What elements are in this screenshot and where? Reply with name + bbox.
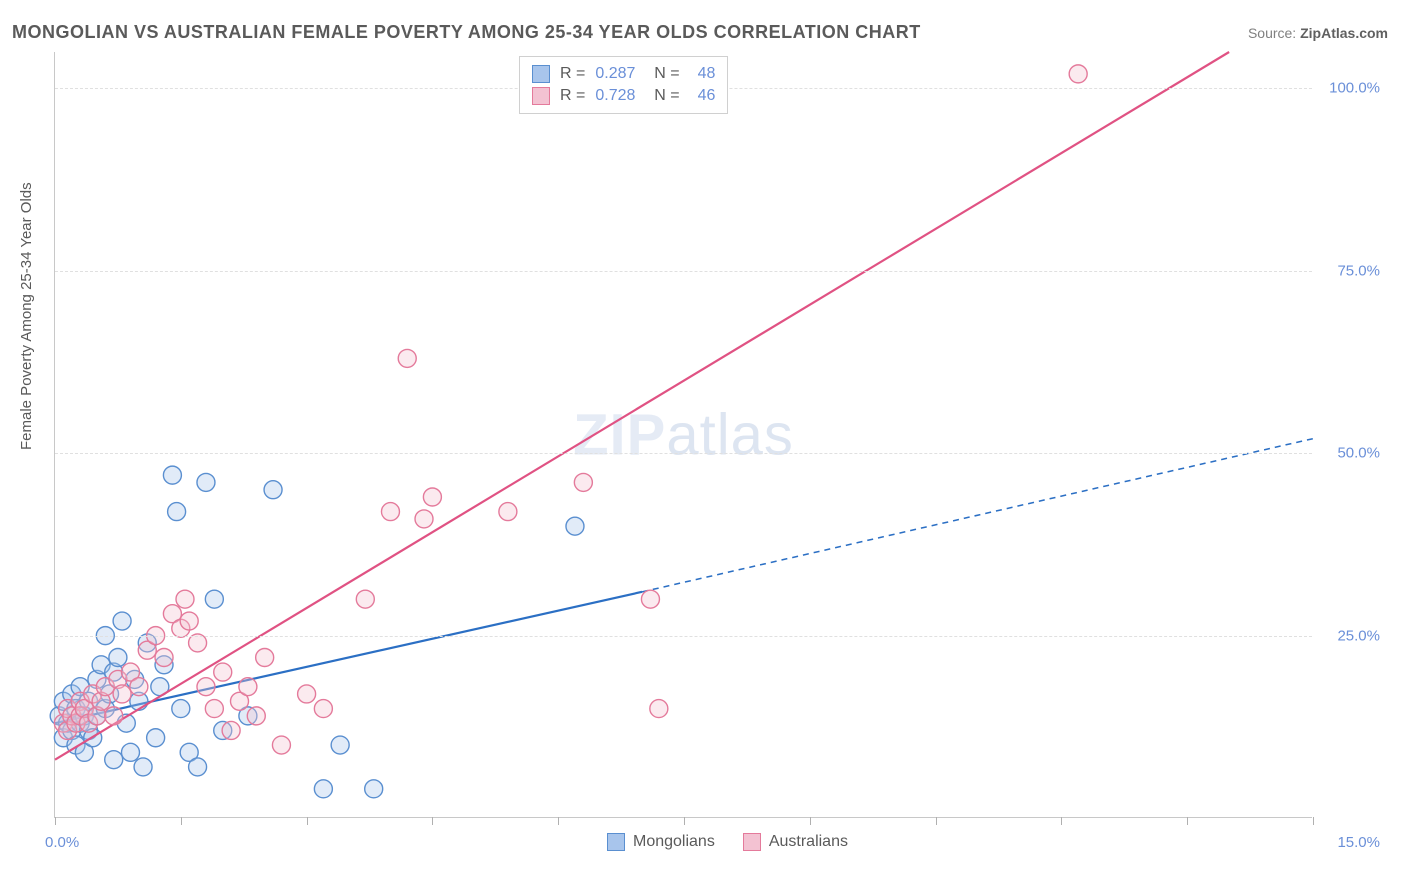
gridline [55, 453, 1312, 454]
legend-label: Australians [769, 833, 848, 851]
data-point [105, 707, 123, 725]
source-label: Source: [1248, 25, 1296, 41]
y-tick-label: 100.0% [1329, 80, 1380, 97]
x-tick [684, 817, 685, 825]
source-value: ZipAtlas.com [1300, 25, 1388, 41]
x-tick [1187, 817, 1188, 825]
data-point [256, 649, 274, 667]
data-point [163, 466, 181, 484]
data-point [1069, 65, 1087, 83]
stats-n-label: N = [645, 65, 679, 83]
gridline [55, 271, 1312, 272]
data-point [205, 590, 223, 608]
y-axis-label: Female Poverty Among 25-34 Year Olds [18, 182, 35, 450]
stats-swatch [532, 65, 550, 83]
stats-box: R = 0.287 N = 48 R = 0.728 N = 46 [519, 56, 728, 114]
data-point [650, 700, 668, 718]
source-attribution: Source: ZipAtlas.com [1248, 25, 1388, 41]
data-point [176, 590, 194, 608]
scatter-svg [55, 52, 1313, 818]
data-point [365, 780, 383, 798]
legend-label: Mongolians [633, 833, 715, 851]
y-tick-label: 50.0% [1337, 445, 1380, 462]
legend-item: Mongolians [607, 833, 715, 851]
data-point [247, 707, 265, 725]
stats-n-value: 46 [698, 87, 716, 105]
data-point [264, 481, 282, 499]
data-point [423, 488, 441, 506]
data-point [574, 473, 592, 491]
stats-r-label: R = [560, 65, 585, 83]
data-point [239, 678, 257, 696]
data-point [314, 700, 332, 718]
data-point [113, 612, 131, 630]
legend-swatch [743, 833, 761, 851]
x-tick-label-end: 15.0% [1337, 834, 1380, 851]
data-point [155, 649, 173, 667]
chart-container: MONGOLIAN VS AUSTRALIAN FEMALE POVERTY A… [0, 0, 1406, 892]
data-point [331, 736, 349, 754]
stats-r-label: R = [560, 87, 585, 105]
x-tick [307, 817, 308, 825]
stats-row: R = 0.287 N = 48 [532, 63, 715, 85]
y-tick-label: 25.0% [1337, 627, 1380, 644]
data-point [109, 649, 127, 667]
x-tick [1313, 817, 1314, 825]
data-point [641, 590, 659, 608]
data-point [168, 503, 186, 521]
data-point [121, 743, 139, 761]
y-tick-label: 75.0% [1337, 262, 1380, 279]
data-point [105, 751, 123, 769]
trend-line-extrapolated [642, 439, 1313, 592]
data-point [356, 590, 374, 608]
data-point [197, 678, 215, 696]
data-point [214, 663, 232, 681]
gridline [55, 636, 1312, 637]
data-point [566, 517, 584, 535]
data-point [130, 678, 148, 696]
stats-r-value: 0.728 [595, 87, 635, 105]
data-point [398, 349, 416, 367]
x-tick [558, 817, 559, 825]
data-point [222, 721, 240, 739]
plot-area: ZIPatlas 25.0%50.0%75.0%100.0%0.0%15.0%R… [54, 52, 1312, 818]
legend: Mongolians Australians [607, 833, 848, 851]
data-point [415, 510, 433, 528]
data-point [197, 473, 215, 491]
data-point [147, 729, 165, 747]
stats-swatch [532, 87, 550, 105]
data-point [205, 700, 223, 718]
stats-r-value: 0.287 [595, 65, 635, 83]
data-point [180, 612, 198, 630]
x-tick [810, 817, 811, 825]
data-point [381, 503, 399, 521]
stats-n-value: 48 [698, 65, 716, 83]
x-tick-label-start: 0.0% [45, 834, 79, 851]
x-tick [432, 817, 433, 825]
stats-row: R = 0.728 N = 46 [532, 85, 715, 107]
x-tick [936, 817, 937, 825]
x-tick [1061, 817, 1062, 825]
data-point [314, 780, 332, 798]
chart-title: MONGOLIAN VS AUSTRALIAN FEMALE POVERTY A… [12, 22, 921, 43]
data-point [189, 758, 207, 776]
data-point [172, 700, 190, 718]
x-tick [181, 817, 182, 825]
data-point [272, 736, 290, 754]
x-tick [55, 817, 56, 825]
legend-swatch [607, 833, 625, 851]
legend-item: Australians [743, 833, 848, 851]
data-point [134, 758, 152, 776]
data-point [499, 503, 517, 521]
data-point [298, 685, 316, 703]
stats-n-label: N = [645, 87, 679, 105]
trend-line [55, 52, 1229, 760]
data-point [189, 634, 207, 652]
data-point [113, 685, 131, 703]
